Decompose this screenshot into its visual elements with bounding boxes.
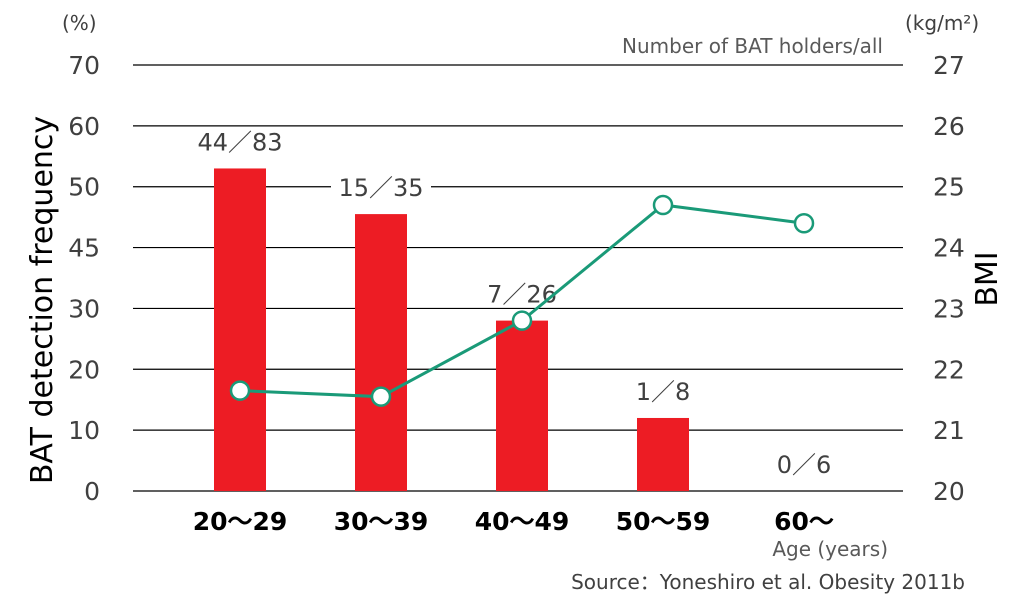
category-label: 30～39 <box>334 507 429 536</box>
left-tick-label: 50 <box>68 173 100 202</box>
right-tick-label: 24 <box>933 234 965 263</box>
bar <box>214 168 266 491</box>
category-label: 50～59 <box>616 507 711 536</box>
left-tick-label: 60 <box>68 112 100 141</box>
left-axis-unit: (%) <box>62 11 97 35</box>
bar-value-label: 15／35 <box>338 174 423 202</box>
bar-value-label: 0／6 <box>777 451 832 479</box>
right-axis-unit: (kg/m²) <box>905 11 979 35</box>
category-labels: 20～29 30～39 40～49 50～59 60～ <box>193 507 834 536</box>
bmi-point <box>370 386 392 407</box>
bmi-point <box>511 310 533 331</box>
bar <box>637 417 689 491</box>
bar-label-backing <box>331 172 431 203</box>
bar <box>496 320 548 491</box>
left-tick-label: 45 <box>68 234 100 263</box>
category-label: 60～ <box>774 507 834 536</box>
x-axis-title: Age (years) <box>772 537 888 561</box>
right-axis-title: BMI <box>970 251 1005 306</box>
right-axis-ticks: 20 21 22 23 24 25 26 27 <box>933 51 965 506</box>
right-tick-label: 26 <box>933 112 965 141</box>
bar-value-label: 44／83 <box>197 128 282 156</box>
right-tick-label: 23 <box>933 294 965 323</box>
left-axis-title: BAT detection frequency <box>25 116 60 484</box>
right-tick-label: 20 <box>933 477 965 506</box>
left-tick-label: 10 <box>68 416 100 445</box>
bmi-point <box>229 380 251 401</box>
note-label: Number of BAT holders/all <box>622 34 883 58</box>
right-tick-label: 25 <box>933 173 965 202</box>
source-label: Source：Yoneshiro et al. Obesity 2011b <box>571 570 965 594</box>
bars <box>214 168 689 491</box>
bmi-line-series <box>229 194 815 407</box>
left-tick-label: 70 <box>68 51 100 80</box>
left-axis-ticks: 0 10 20 30 45 50 60 70 <box>68 51 100 506</box>
bmi-point <box>652 194 674 216</box>
bar-value-label: 1／8 <box>636 378 691 406</box>
bmi-point <box>793 212 815 234</box>
left-tick-label: 0 <box>84 477 100 506</box>
category-label: 20～29 <box>193 507 288 536</box>
right-tick-label: 22 <box>933 355 965 384</box>
bar-labels: 44／83 15／35 7／26 1／8 0／6 <box>197 128 831 479</box>
bar-value-label: 7／26 <box>487 281 557 309</box>
category-label: 40～49 <box>475 507 570 536</box>
bar <box>355 214 407 491</box>
left-tick-label: 20 <box>68 355 100 384</box>
right-tick-label: 27 <box>933 51 965 80</box>
right-tick-label: 21 <box>933 416 965 445</box>
left-tick-label: 30 <box>68 294 100 323</box>
